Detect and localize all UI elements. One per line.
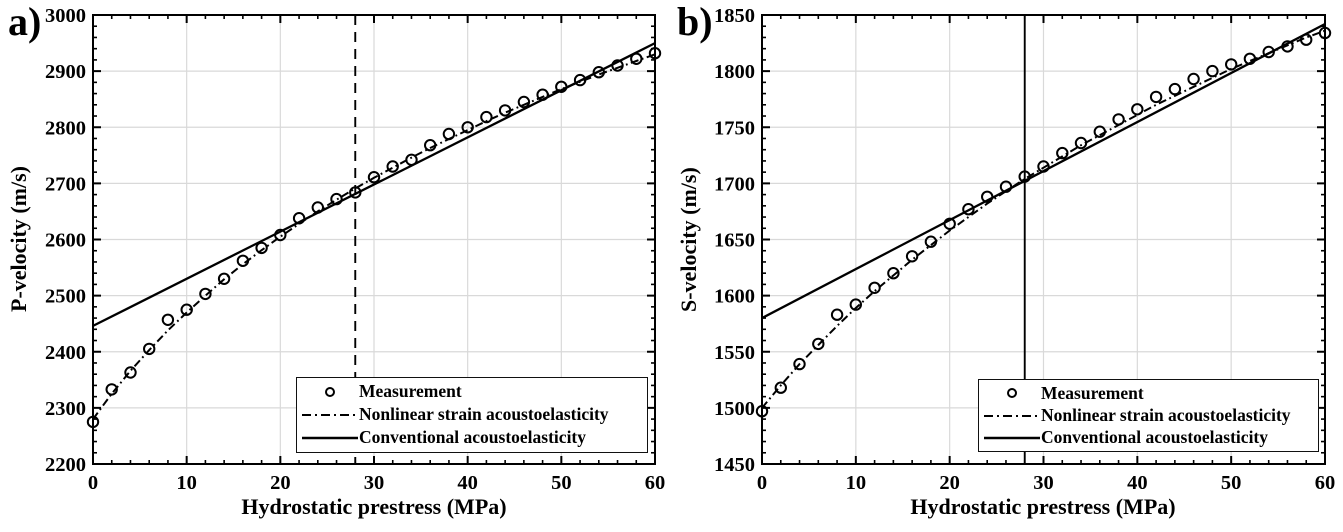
x-tick-label: 60 <box>1315 472 1336 494</box>
series <box>86 42 662 429</box>
y-tick-label: 2600 <box>45 230 86 252</box>
y-tick-label: 2500 <box>45 286 86 308</box>
y-tick-label: 1500 <box>714 398 755 420</box>
legend-item-measurement: Measurement <box>983 382 1314 404</box>
legend-item-conventional: Conventional acoustoelasticity <box>983 427 1314 449</box>
legend-item-measurement: Measurement <box>301 381 643 403</box>
legend-item-conventional: Conventional acoustoelasticity <box>301 427 643 449</box>
legend-label-nonlinear: Nonlinear strain acoustoelasticity <box>1041 404 1291 425</box>
y-tick-label: 2800 <box>45 117 86 139</box>
x-tick-label: 40 <box>1127 472 1148 494</box>
x-tick-label: 30 <box>1033 472 1054 494</box>
tick-labels: 0 10 20 30 40 50 60 2200 2300 2400 2500 2600 2700 280… <box>45 5 665 494</box>
panel-b: 0 10 20 30 40 50 60 1450 1500 1550 1600 1650 1700 175… <box>672 0 1343 532</box>
y-tick-label: 1450 <box>714 454 755 476</box>
x-tick-label: 20 <box>939 472 960 494</box>
x-tick-label: 0 <box>757 472 767 494</box>
x-tick-label: 10 <box>176 472 197 494</box>
y-tick-label: 2300 <box>45 398 86 420</box>
tick-labels: 0 10 20 30 40 50 60 1450 1500 1550 1600 1650 1700 175… <box>714 5 1335 494</box>
solid-line-icon <box>983 435 1041 441</box>
legend-label-conventional: Conventional acoustoelasticity <box>359 427 587 448</box>
panel-b-y-axis-title: S-velocity (m/s) <box>676 167 701 312</box>
legend-label-measurement: Measurement <box>359 381 462 402</box>
panel-a-legend: Measurement Nonlinear strain acoustoelas… <box>296 377 648 453</box>
axis-ticks <box>761 14 1326 465</box>
open-circle-marker-icon <box>301 387 359 397</box>
x-tick-label: 60 <box>645 472 666 494</box>
dash-dot-line-icon <box>983 413 1041 419</box>
series-line <box>92 53 656 420</box>
legend-label-measurement: Measurement <box>1041 382 1144 403</box>
y-tick-label: 1600 <box>714 286 755 308</box>
y-tick-label: 1800 <box>714 61 755 83</box>
legend-label-conventional: Conventional acoustoelasticity <box>1041 427 1269 447</box>
panel-a-plot-canvas: 0 10 20 30 40 50 60 2200 2300 2400 2500 2600 2700 280… <box>45 5 665 494</box>
x-tick-label: 20 <box>270 472 291 494</box>
y-tick-label: 2700 <box>45 173 86 195</box>
y-tick-label: 1750 <box>714 117 755 139</box>
series-line <box>92 42 656 327</box>
solid-line-icon <box>301 435 359 441</box>
y-tick-label: 1650 <box>714 230 755 252</box>
x-tick-label: 10 <box>846 472 867 494</box>
panel-b-legend: Measurement Nonlinear strain acoustoelas… <box>978 379 1319 452</box>
measurement-points <box>86 47 662 429</box>
panel-b-x-axis-title: Hydrostatic prestress (MPa) <box>910 494 1176 519</box>
panel-a-x-axis-title: Hydrostatic prestress (MPa) <box>241 494 507 519</box>
y-tick-label: 1700 <box>714 173 755 195</box>
legend-item-nonlinear: Nonlinear strain acoustoelasticity <box>301 404 643 426</box>
panel-b-label: b) <box>677 0 713 44</box>
x-tick-label: 40 <box>457 472 478 494</box>
y-tick-label: 2900 <box>45 61 86 83</box>
y-tick-label: 2400 <box>45 342 86 364</box>
legend-label-nonlinear: Nonlinear strain acoustoelasticity <box>359 404 609 425</box>
x-tick-label: 50 <box>1221 472 1242 494</box>
y-tick-label: 3000 <box>45 5 86 27</box>
panel-a-label: a) <box>8 0 42 44</box>
dash-dot-line-icon <box>301 412 359 418</box>
x-tick-label: 0 <box>88 472 98 494</box>
panel-a-y-axis-title: P-velocity (m/s) <box>6 166 31 313</box>
legend-item-nonlinear: Nonlinear strain acoustoelasticity <box>983 405 1314 427</box>
x-tick-label: 30 <box>364 472 385 494</box>
panel-b-plot-canvas: 0 10 20 30 40 50 60 1450 1500 1550 1600 1650 1700 175… <box>714 5 1335 494</box>
y-tick-label: 1850 <box>714 5 755 27</box>
open-circle-marker-icon <box>983 388 1041 399</box>
y-tick-label: 1550 <box>714 342 755 364</box>
x-tick-label: 50 <box>551 472 572 494</box>
panel-a: 0 10 20 30 40 50 60 2200 2300 2400 2500 2600 2700 280… <box>6 0 665 519</box>
y-tick-label: 2200 <box>45 454 86 476</box>
axis-ticks <box>92 14 656 465</box>
series <box>755 22 1332 418</box>
